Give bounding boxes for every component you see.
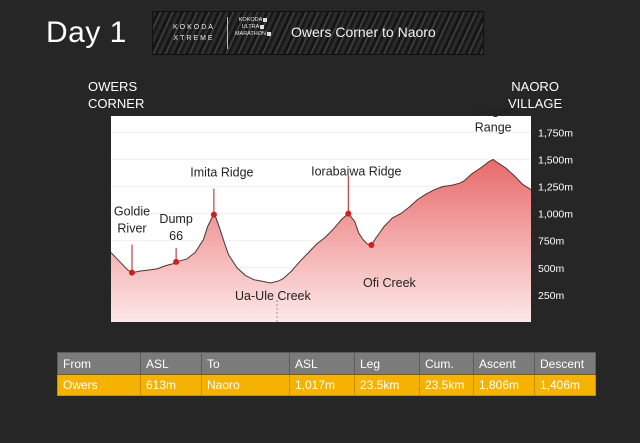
- cell-ascent: 1,806m: [473, 374, 535, 396]
- y-tick-label: 500m: [538, 263, 565, 275]
- header-from: From: [57, 352, 141, 375]
- table-row: Owers 613m Naoro 1,017m 23.5km 23.5km 1,…: [57, 374, 596, 396]
- route-summary-table: From ASL To ASL Leg Cum. Ascent Descent …: [57, 352, 596, 396]
- location-annotation: Maguli Range: [475, 103, 512, 134]
- location-marker: [173, 258, 180, 265]
- logo-text-line1: KOKODA: [173, 24, 215, 31]
- header-descent: Descent: [534, 352, 596, 375]
- cell-asl-end: 1,017m: [289, 374, 355, 396]
- end-location-label: NAORO VILLAGE: [508, 78, 562, 112]
- header-asl-end: ASL: [289, 352, 355, 375]
- table-header-row: From ASL To ASL Leg Cum. Ascent Descent: [57, 352, 596, 375]
- y-tick-label: 1,500m: [538, 154, 573, 166]
- cell-to: Naoro: [201, 374, 290, 396]
- slide-title: Day 1: [46, 16, 127, 49]
- cell-from: Owers: [57, 374, 141, 396]
- end-location-line1: NAORO: [511, 79, 559, 94]
- logo-text-line2: XTREME: [173, 35, 215, 42]
- location-annotation: Iorabaiwa Ridge: [311, 165, 401, 179]
- cell-asl-start: 613m: [140, 374, 202, 396]
- logo-divider: [227, 17, 228, 49]
- elevation-profile-chart: 1,750m 1,500m 1,250m 1,000m 750m 500m 250m Gol…: [110, 103, 574, 322]
- cell-leg: 23.5km: [354, 374, 420, 396]
- logo2-line1: KOKODA: [238, 17, 263, 23]
- elevation-line: [110, 158, 532, 284]
- location-annotation: Imita Ridge: [190, 166, 253, 180]
- location-marker: [368, 242, 375, 249]
- logo2-line2: ULTRA: [241, 24, 260, 30]
- location-annotation: Goldie River: [114, 205, 150, 236]
- cell-cumulative: 23.5km: [419, 374, 474, 396]
- route-title: Owers Corner to Naoro: [291, 24, 436, 40]
- y-tick-label: 250m: [538, 290, 565, 302]
- header-cumulative: Cum.: [419, 352, 474, 375]
- location-marker: [210, 211, 217, 218]
- kokoda-xtreme-logo: KOKODA XTREME: [165, 16, 223, 50]
- start-location-label: OWERS CORNER: [88, 78, 144, 112]
- y-tick-label: 1,000m: [538, 209, 573, 221]
- cell-descent: 1,406m: [534, 374, 596, 396]
- y-tick-label: 750m: [538, 236, 565, 248]
- ultra-marathon-logo: KOKODA ULTRA MARATHON: [233, 17, 273, 49]
- header-leg: Leg: [354, 352, 420, 375]
- header-banner: KOKODA XTREME KOKODA ULTRA MARATHON Ower…: [152, 11, 484, 55]
- start-location-line1: OWERS: [88, 79, 138, 94]
- header-ascent: Ascent: [473, 352, 535, 375]
- header-asl-start: ASL: [140, 352, 202, 375]
- end-location-line2: VILLAGE: [508, 96, 563, 111]
- logo2-line3: MARATHON: [234, 31, 267, 37]
- location-annotation: Ofi Creek: [363, 276, 417, 290]
- header-to: To: [201, 352, 290, 375]
- location-marker: [345, 210, 352, 217]
- start-location-line2: CORNER: [88, 96, 145, 111]
- location-annotation: Ua-Ule Creek: [235, 289, 311, 303]
- y-tick-label: 1,750m: [538, 127, 573, 139]
- location-annotation: Dump 66: [159, 212, 192, 243]
- location-marker: [129, 269, 135, 276]
- y-tick-label: 1,250m: [538, 181, 573, 193]
